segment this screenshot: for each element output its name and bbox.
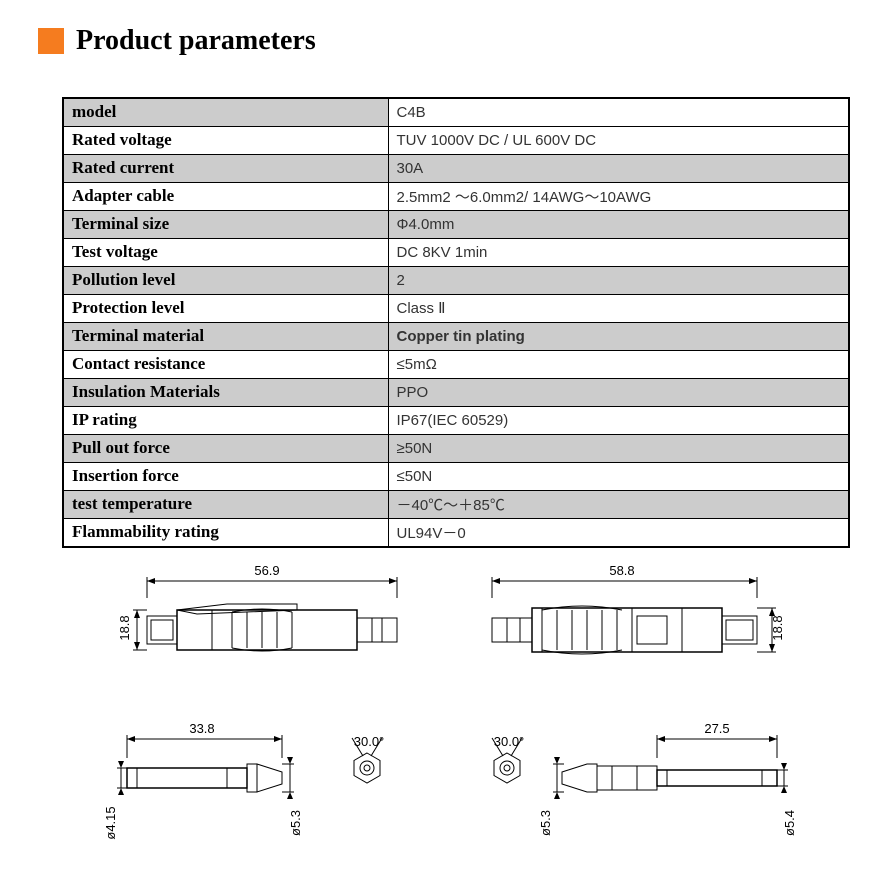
param-value: 2 (388, 266, 849, 294)
table-row: Protection levelClass Ⅱ (63, 294, 849, 322)
param-label: Terminal size (63, 210, 388, 238)
table-row: Pollution level2 (63, 266, 849, 294)
table-row: Rated current30A (63, 154, 849, 182)
param-label: test temperature (63, 490, 388, 518)
table-row: Test voltageDC 8KV 1min (63, 238, 849, 266)
param-value: 30A (388, 154, 849, 182)
table-row: Pull out force≥50N (63, 434, 849, 462)
param-label: Rated voltage (63, 126, 388, 154)
param-label: Adapter cable (63, 182, 388, 210)
param-label: Terminal material (63, 322, 388, 350)
dim-dia-right-bottom-r: ø5.4 (782, 809, 797, 835)
dim-height-left-top: 18.8 (117, 615, 132, 640)
param-value: UL94V－0 (388, 518, 849, 547)
param-label: Contact resistance (63, 350, 388, 378)
page: Product parameters modelC4BRated voltage… (0, 0, 875, 873)
param-value: 2.5mm2 ～6.0mm2/ 14AWG～10AWG (388, 182, 849, 210)
table-row: Insertion force≤50N (63, 462, 849, 490)
param-label: Insertion force (63, 462, 388, 490)
param-value: PPO (388, 378, 849, 406)
table-row: Flammability ratingUL94V－0 (63, 518, 849, 547)
table-row: Adapter cable2.5mm2 ～6.0mm2/ 14AWG～10AWG (63, 182, 849, 210)
param-value: ≤5mΩ (388, 350, 849, 378)
dim-dia-right-bottom-l: ø5.3 (538, 809, 553, 835)
table-row: IP ratingIP67(IEC 60529) (63, 406, 849, 434)
param-value: TUV 1000V DC / UL 600V DC (388, 126, 849, 154)
param-value: Class Ⅱ (388, 294, 849, 322)
table-row: Rated voltageTUV 1000V DC / UL 600V DC (63, 126, 849, 154)
param-label: Protection level (63, 294, 388, 322)
technical-drawings: 56.9 (62, 558, 850, 863)
param-label: model (63, 98, 388, 126)
param-value: ≥50N (388, 434, 849, 462)
param-label: Pull out force (63, 434, 388, 462)
table-row: modelC4B (63, 98, 849, 126)
table-row: Insulation MaterialsPPO (63, 378, 849, 406)
section-header: Product parameters (38, 25, 845, 57)
param-label: Test voltage (63, 238, 388, 266)
param-value: Copper tin plating (388, 322, 849, 350)
param-value: IP67(IEC 60529) (388, 406, 849, 434)
dim-dia-left-bottom-r: ø5.3 (288, 809, 303, 835)
param-value: ≤50N (388, 462, 849, 490)
table-row: Terminal sizeΦ4.0mm (63, 210, 849, 238)
dim-length-right-bottom: 27.5 (704, 721, 729, 736)
param-label: Insulation Materials (63, 378, 388, 406)
param-label: Rated current (63, 154, 388, 182)
table-row: Terminal materialCopper tin plating (63, 322, 849, 350)
table-row: Contact resistance≤5mΩ (63, 350, 849, 378)
param-value: －40℃～＋85℃ (388, 490, 849, 518)
param-value: DC 8KV 1min (388, 238, 849, 266)
accent-square-icon (38, 28, 64, 54)
dim-length-left-top: 56.9 (254, 563, 279, 578)
table-row: test temperature－40℃～＋85℃ (63, 490, 849, 518)
param-label: Flammability rating (63, 518, 388, 547)
param-value: C4B (388, 98, 849, 126)
drawings-svg: 56.9 (62, 558, 850, 858)
dim-length-right-top: 58.8 (609, 563, 634, 578)
section-title: Product parameters (76, 25, 316, 57)
param-label: IP rating (63, 406, 388, 434)
dim-length-left-bottom: 33.8 (189, 721, 214, 736)
dim-dia-left-bottom-l: ø4.15 (103, 806, 118, 839)
param-value: Φ4.0mm (388, 210, 849, 238)
param-label: Pollution level (63, 266, 388, 294)
parameters-table: modelC4BRated voltageTUV 1000V DC / UL 6… (62, 97, 850, 548)
